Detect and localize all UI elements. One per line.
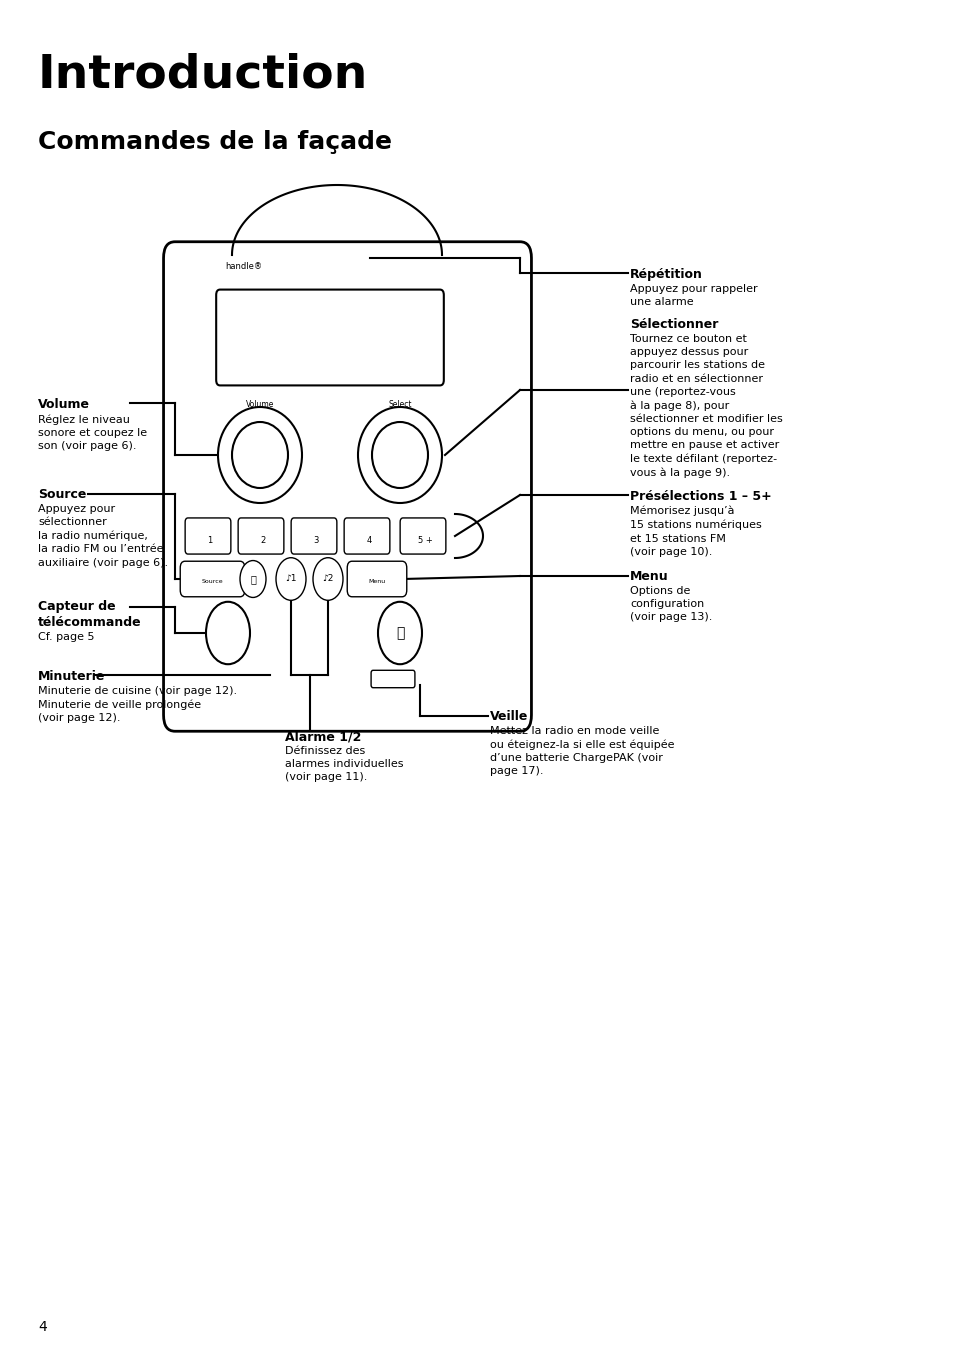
FancyBboxPatch shape	[185, 519, 231, 554]
Text: ⏻: ⏻	[395, 626, 404, 640]
Text: Capteur de
télécommande: Capteur de télécommande	[38, 600, 141, 630]
Text: 1: 1	[207, 536, 213, 546]
Text: ♪1: ♪1	[285, 574, 296, 582]
Text: Volume: Volume	[38, 398, 90, 412]
Text: 4: 4	[366, 536, 372, 546]
Text: 4: 4	[38, 1320, 47, 1334]
Text: Appuyez pour rappeler
une alarme: Appuyez pour rappeler une alarme	[629, 284, 757, 307]
Text: Commandes de la façade: Commandes de la façade	[38, 130, 392, 154]
Text: Menu: Menu	[629, 570, 668, 584]
Text: 2: 2	[260, 536, 265, 546]
Text: Réglez le niveau
sonore et coupez le
son (voir page 6).: Réglez le niveau sonore et coupez le son…	[38, 414, 147, 451]
Text: Options de
configuration
(voir page 13).: Options de configuration (voir page 13).	[629, 586, 712, 623]
Text: Volume: Volume	[246, 399, 274, 409]
Text: Présélections 1 – 5+: Présélections 1 – 5+	[629, 490, 771, 502]
Text: Minuterie de cuisine (voir page 12).
Minuterie de veille prolongée
(voir page 12: Minuterie de cuisine (voir page 12). Min…	[38, 686, 237, 723]
Text: Tournez ce bouton et
appuyez dessus pour
parcourir les stations de
radio et en s: Tournez ce bouton et appuyez dessus pour…	[629, 334, 781, 478]
FancyBboxPatch shape	[291, 519, 336, 554]
Text: Menu: Menu	[368, 580, 385, 584]
Text: Introduction: Introduction	[38, 51, 368, 97]
Text: Cf. page 5: Cf. page 5	[38, 632, 94, 642]
Text: 3: 3	[313, 536, 318, 546]
Text: Sélectionner: Sélectionner	[629, 318, 718, 330]
Text: ♪2: ♪2	[322, 574, 334, 582]
FancyBboxPatch shape	[399, 519, 445, 554]
Ellipse shape	[357, 408, 441, 502]
Text: Mémorisez jusqu’à
15 stations numériques
et 15 stations FM
(voir page 10).: Mémorisez jusqu’à 15 stations numériques…	[629, 506, 760, 556]
Text: Source: Source	[38, 487, 87, 501]
FancyBboxPatch shape	[216, 290, 443, 386]
Text: Source: Source	[201, 580, 223, 584]
FancyBboxPatch shape	[238, 519, 284, 554]
Circle shape	[377, 601, 421, 665]
Circle shape	[240, 561, 266, 597]
Text: Définissez des
alarmes individuelles
(voir page 11).: Définissez des alarmes individuelles (vo…	[285, 746, 403, 783]
FancyBboxPatch shape	[163, 242, 531, 731]
Circle shape	[313, 558, 343, 600]
Text: Mettez la radio en mode veille
ou éteignez-la si elle est équipée
d’une batterie: Mettez la radio en mode veille ou éteign…	[490, 726, 674, 776]
Text: Minuterie: Minuterie	[38, 670, 105, 682]
FancyBboxPatch shape	[371, 670, 415, 688]
FancyBboxPatch shape	[347, 561, 406, 597]
Text: Select: Select	[388, 399, 412, 409]
Text: Alarme 1/2: Alarme 1/2	[285, 730, 361, 743]
FancyBboxPatch shape	[344, 519, 390, 554]
Ellipse shape	[218, 408, 302, 502]
Text: 5 +: 5 +	[417, 536, 432, 546]
Text: Répétition: Répétition	[629, 268, 702, 282]
Text: handle®: handle®	[225, 263, 262, 271]
Ellipse shape	[372, 422, 428, 487]
FancyBboxPatch shape	[180, 561, 245, 597]
Circle shape	[206, 601, 250, 665]
Circle shape	[275, 558, 306, 600]
Ellipse shape	[232, 422, 288, 487]
Text: Veille: Veille	[490, 709, 528, 723]
Text: ⌚: ⌚	[250, 574, 255, 584]
Text: Appuyez pour
sélectionner
la radio numérique,
la radio FM ou l’entrée
auxiliaire: Appuyez pour sélectionner la radio numér…	[38, 504, 168, 567]
